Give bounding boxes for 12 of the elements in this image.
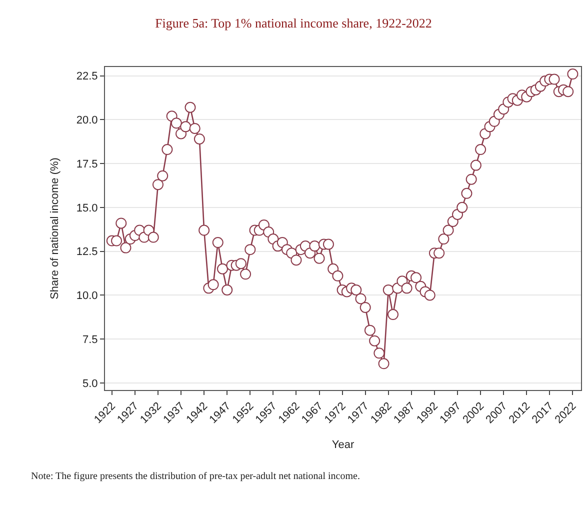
text: Note: The figure presents the distribution of pre-tax per-adult net national income. — [31, 471, 360, 482]
y-tick-label: 10.0 — [76, 290, 98, 302]
y-axis-title: Share of national income (%) — [49, 158, 62, 300]
x-axis-title: Year — [332, 439, 354, 452]
y-tick-label: 12.5 — [76, 246, 98, 258]
y-tick-label: 7.5 — [82, 334, 98, 346]
y-tick-label: 17.5 — [76, 158, 98, 170]
y-tick-label: 15.0 — [76, 202, 98, 214]
y-tick-label: 20.0 — [76, 114, 98, 127]
y-tick-label: 22.5 — [76, 70, 98, 83]
y-tick-label: 5.0 — [82, 378, 98, 390]
chart-title: Figure 5a: Top 1% national income share, 1922-2022 — [155, 16, 432, 31]
